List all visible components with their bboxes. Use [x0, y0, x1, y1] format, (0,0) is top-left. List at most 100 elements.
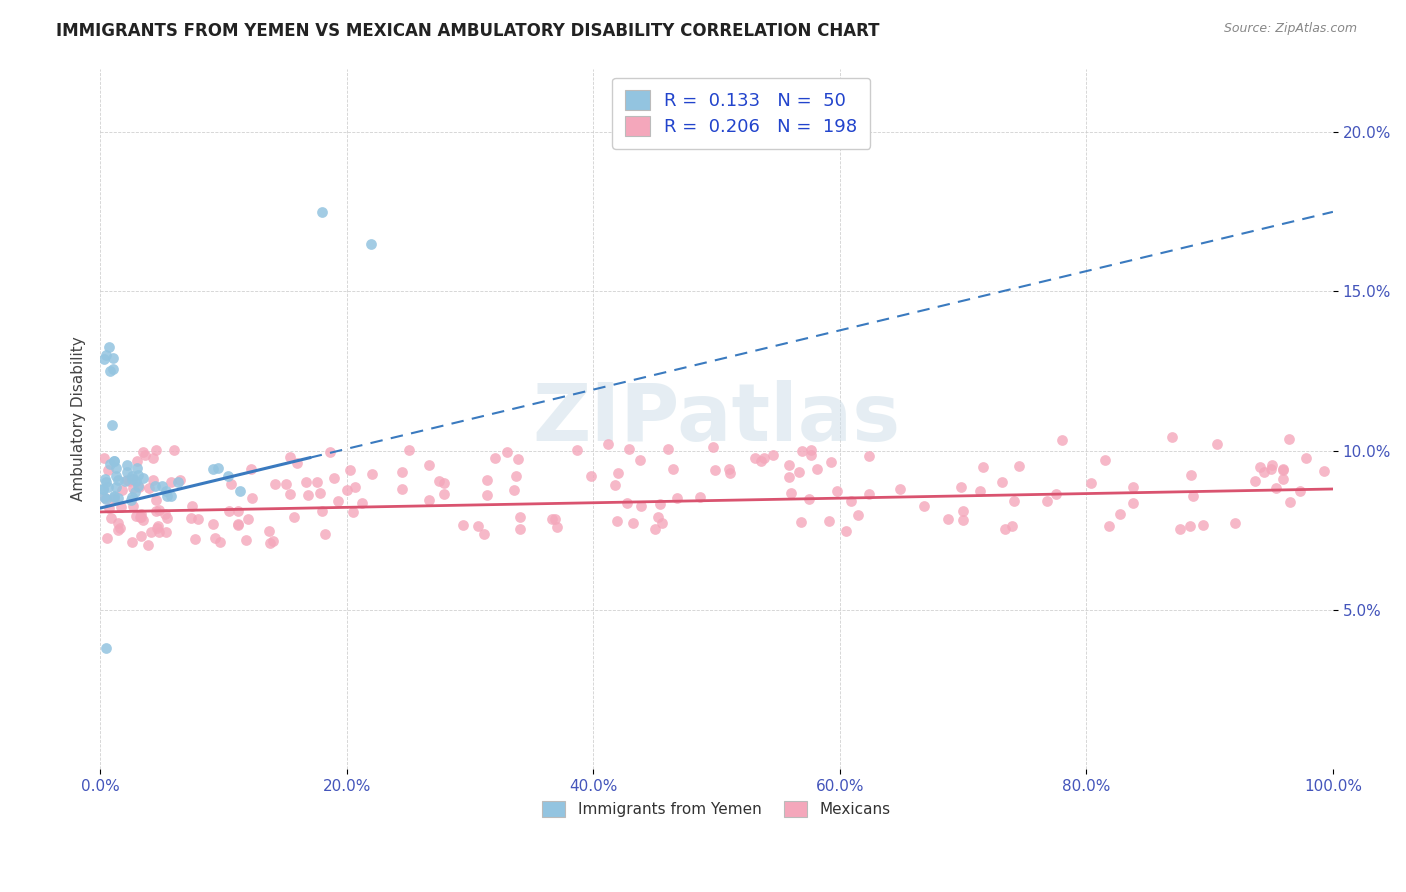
Point	[540, 512, 562, 526]
Point	[305, 475, 328, 489]
Point	[240, 491, 263, 505]
Point	[91, 482, 114, 496]
Point	[1206, 436, 1229, 450]
Point	[103, 490, 125, 504]
Point	[596, 437, 619, 451]
Point	[628, 453, 651, 467]
Point	[1191, 518, 1213, 533]
Point	[472, 526, 495, 541]
Point	[509, 522, 531, 536]
Point	[132, 470, 155, 484]
Point	[972, 459, 994, 474]
Point	[125, 454, 148, 468]
Point	[145, 493, 167, 508]
Point	[96, 641, 118, 656]
Point	[800, 449, 823, 463]
Legend: Immigrants from Yemen, Mexicans: Immigrants from Yemen, Mexicans	[534, 794, 898, 825]
Point	[217, 468, 239, 483]
Point	[778, 458, 800, 472]
Point	[328, 493, 350, 508]
Point	[141, 525, 163, 540]
Point	[1098, 519, 1121, 533]
Point	[1223, 516, 1246, 531]
Point	[118, 474, 141, 488]
Point	[187, 512, 209, 526]
Point	[163, 443, 186, 458]
Point	[339, 463, 361, 477]
Point	[121, 490, 143, 504]
Point	[107, 491, 129, 505]
Point	[208, 534, 231, 549]
Point	[129, 510, 152, 524]
Y-axis label: Ambulatory Disability: Ambulatory Disability	[72, 336, 86, 501]
Point	[506, 452, 529, 467]
Point	[121, 469, 143, 483]
Point	[297, 488, 319, 502]
Point	[97, 501, 120, 516]
Point	[1170, 523, 1192, 537]
Point	[160, 475, 183, 489]
Point	[778, 470, 800, 484]
Point	[1052, 433, 1074, 447]
Point	[155, 484, 177, 499]
Point	[1313, 464, 1336, 478]
Point	[110, 500, 132, 514]
Point	[1260, 461, 1282, 475]
Point	[132, 512, 155, 526]
Point	[97, 480, 120, 494]
Point	[703, 462, 725, 476]
Point	[218, 504, 240, 518]
Point	[169, 473, 191, 487]
Point	[93, 351, 115, 366]
Point	[159, 489, 181, 503]
Point	[308, 485, 330, 500]
Point	[94, 491, 117, 505]
Point	[94, 491, 117, 506]
Point	[180, 511, 202, 525]
Point	[285, 456, 308, 470]
Point	[350, 496, 373, 510]
Point	[183, 532, 205, 546]
Point	[93, 491, 115, 505]
Point	[1002, 493, 1025, 508]
Point	[104, 461, 127, 475]
Point	[202, 462, 225, 476]
Point	[398, 442, 420, 457]
Point	[125, 508, 148, 523]
Point	[107, 473, 129, 487]
Point	[314, 527, 336, 541]
Point	[344, 480, 367, 494]
Point	[391, 482, 413, 496]
Text: IMMIGRANTS FROM YEMEN VS MEXICAN AMBULATORY DISABILITY CORRELATION CHART: IMMIGRANTS FROM YEMEN VS MEXICAN AMBULAT…	[56, 22, 880, 40]
Point	[1178, 519, 1201, 533]
Point	[606, 514, 628, 528]
Point	[236, 512, 259, 526]
Point	[806, 461, 828, 475]
Point	[156, 511, 179, 525]
Point	[107, 516, 129, 530]
Point	[1253, 465, 1275, 479]
Point	[467, 518, 489, 533]
Point	[124, 484, 146, 499]
Point	[103, 490, 125, 504]
Point	[228, 516, 250, 531]
Point	[128, 510, 150, 524]
Point	[1094, 453, 1116, 467]
Point	[127, 467, 149, 482]
Point	[127, 478, 149, 492]
Point	[579, 469, 602, 483]
Point	[752, 450, 775, 465]
Point	[839, 494, 862, 508]
Point	[361, 467, 384, 481]
Point	[142, 473, 165, 487]
Point	[262, 534, 284, 549]
Point	[311, 205, 333, 219]
Point	[1264, 481, 1286, 495]
Point	[146, 520, 169, 534]
Point	[101, 362, 124, 376]
Point	[418, 492, 440, 507]
Point	[122, 481, 145, 495]
Point	[145, 442, 167, 457]
Point	[1182, 489, 1205, 503]
Point	[762, 448, 785, 462]
